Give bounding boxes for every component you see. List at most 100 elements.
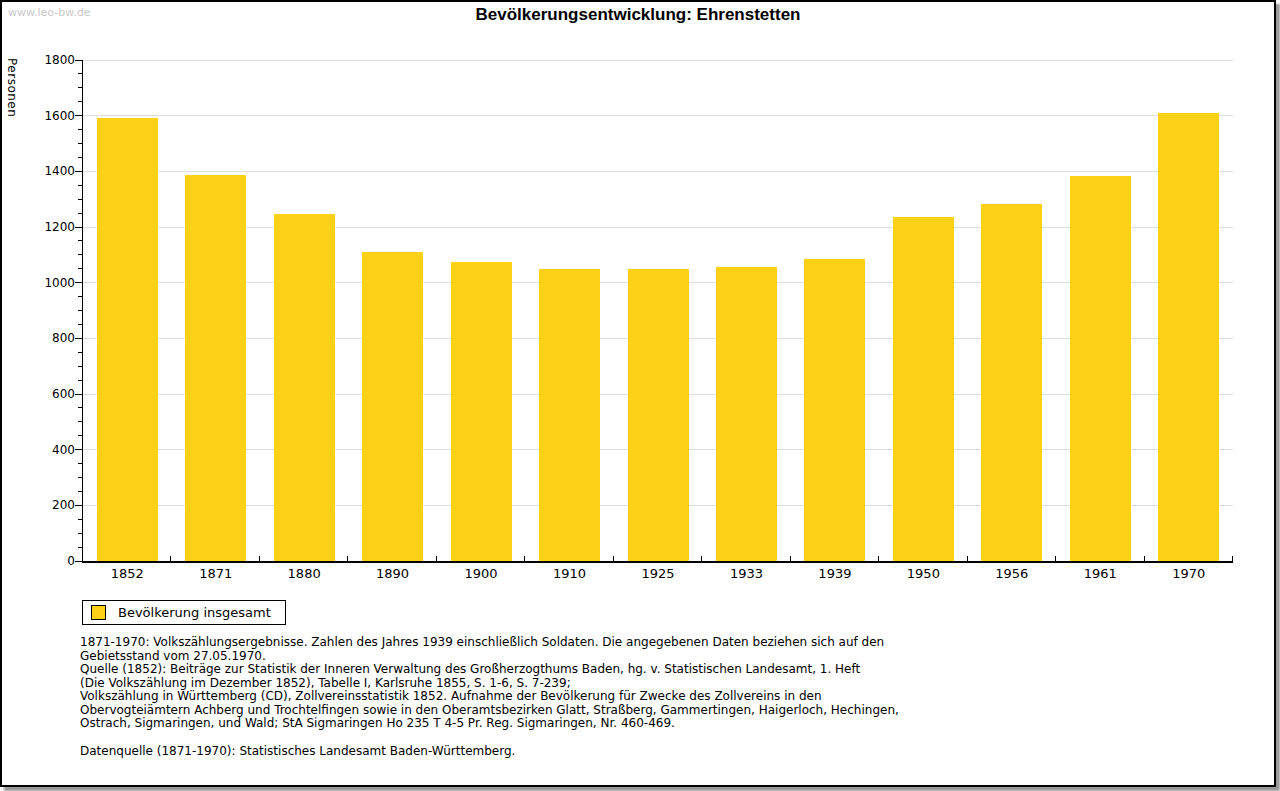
y-major-tick bbox=[75, 505, 82, 506]
x-axis-tick bbox=[790, 556, 791, 561]
x-tick-label: 1852 bbox=[83, 566, 171, 581]
bar bbox=[451, 262, 512, 561]
x-tick-label: 1961 bbox=[1056, 566, 1144, 581]
y-minor-tick bbox=[78, 87, 82, 88]
legend-swatch-icon bbox=[91, 605, 106, 620]
bar bbox=[716, 267, 777, 561]
y-major-tick bbox=[75, 171, 82, 172]
footer-line: (Die Volkszählung im Dezember 1852), Tab… bbox=[80, 677, 899, 691]
x-tick-label: 1950 bbox=[879, 566, 967, 581]
bar bbox=[539, 269, 600, 561]
bar bbox=[1070, 176, 1131, 561]
x-axis-tick bbox=[967, 556, 968, 561]
y-major-tick bbox=[75, 394, 82, 395]
x-tick-label: 1933 bbox=[702, 566, 790, 581]
y-minor-tick bbox=[78, 296, 82, 297]
y-major-tick bbox=[75, 227, 82, 228]
footer-line: Ostrach, Sigmaringen, und Wald; StA Sigm… bbox=[80, 717, 899, 731]
y-minor-tick bbox=[78, 143, 82, 144]
y-major-tick bbox=[75, 561, 82, 562]
y-minor-tick bbox=[78, 547, 82, 548]
y-major-tick bbox=[75, 449, 82, 450]
x-tick-label: 1925 bbox=[614, 566, 702, 581]
y-minor-tick bbox=[78, 352, 82, 353]
bar bbox=[362, 252, 423, 562]
datasource-line: Datenquelle (1871-1970): Statistisches L… bbox=[80, 745, 899, 759]
bar bbox=[804, 259, 865, 561]
y-minor-tick bbox=[78, 491, 82, 492]
y-minor-tick bbox=[78, 380, 82, 381]
y-minor-tick bbox=[78, 533, 82, 534]
y-tick-label: 800 bbox=[17, 331, 75, 345]
footer-line: Volkszählung in Württemberg (CD), Zollve… bbox=[80, 690, 899, 704]
y-minor-tick bbox=[78, 366, 82, 367]
footer-line: Obervogteiämtern Achberg und Trochtelfin… bbox=[80, 704, 899, 718]
y-tick-label: 1000 bbox=[17, 276, 75, 290]
x-axis-tick bbox=[436, 556, 437, 561]
x-axis-tick bbox=[878, 556, 879, 561]
chart-title: Bevölkerungsentwicklung: Ehrenstetten bbox=[2, 5, 1274, 25]
x-axis-tick bbox=[1232, 556, 1233, 561]
y-minor-tick bbox=[78, 185, 82, 186]
chart-frame: www.leo-bw.de Bevölkerungsentwicklung: E… bbox=[0, 0, 1276, 787]
y-minor-tick bbox=[78, 240, 82, 241]
y-minor-tick bbox=[78, 268, 82, 269]
y-tick-label: 1800 bbox=[17, 53, 75, 67]
bar bbox=[185, 175, 246, 561]
legend-label: Bevölkerung insgesamt bbox=[118, 605, 271, 620]
y-tick-label: 600 bbox=[17, 387, 75, 401]
y-tick-label: 400 bbox=[17, 443, 75, 457]
footer-notes: 1871-1970: Volkszählungsergebnisse. Zahl… bbox=[80, 636, 899, 758]
footer-line: Gebietsstand vom 27.05.1970. bbox=[80, 650, 899, 664]
x-tick-label: 1939 bbox=[791, 566, 879, 581]
y-tick-label: 1400 bbox=[17, 164, 75, 178]
y-minor-tick bbox=[78, 435, 82, 436]
x-axis-tick bbox=[170, 556, 171, 561]
y-minor-tick bbox=[78, 407, 82, 408]
y-tick-label: 1600 bbox=[17, 109, 75, 123]
bar bbox=[97, 118, 158, 561]
footer-line: 1871-1970: Volkszählungsergebnisse. Zahl… bbox=[80, 636, 899, 650]
legend-box: Bevölkerung insgesamt bbox=[82, 600, 286, 625]
x-tick-label: 1900 bbox=[437, 566, 525, 581]
x-axis-tick bbox=[524, 556, 525, 561]
x-tick-label: 1871 bbox=[171, 566, 259, 581]
y-minor-tick bbox=[78, 254, 82, 255]
y-minor-tick bbox=[78, 157, 82, 158]
x-axis-tick bbox=[701, 556, 702, 561]
x-tick-label: 1970 bbox=[1145, 566, 1233, 581]
y-major-tick bbox=[75, 60, 82, 61]
plot-area: 0200400600800100012001400160018001852187… bbox=[82, 60, 1233, 563]
y-tick-label: 0 bbox=[17, 554, 75, 568]
y-minor-tick bbox=[78, 324, 82, 325]
gridline bbox=[83, 171, 1233, 172]
x-axis-tick bbox=[613, 556, 614, 561]
footer-line: Quelle (1852): Beiträge zur Statistik de… bbox=[80, 663, 899, 677]
x-tick-label: 1880 bbox=[260, 566, 348, 581]
bar bbox=[981, 204, 1042, 561]
y-minor-tick bbox=[78, 101, 82, 102]
y-minor-tick bbox=[78, 421, 82, 422]
bar bbox=[628, 269, 689, 561]
x-axis-tick bbox=[1144, 556, 1145, 561]
y-minor-tick bbox=[78, 310, 82, 311]
bar bbox=[1158, 113, 1219, 561]
y-major-tick bbox=[75, 338, 82, 339]
gridline bbox=[83, 115, 1233, 116]
gridline bbox=[83, 227, 1233, 228]
y-minor-tick bbox=[78, 73, 82, 74]
y-minor-tick bbox=[78, 477, 82, 478]
x-axis-tick bbox=[347, 556, 348, 561]
y-major-tick bbox=[75, 115, 82, 116]
bar bbox=[893, 217, 954, 561]
x-tick-label: 1910 bbox=[525, 566, 613, 581]
x-axis-tick bbox=[259, 556, 260, 561]
y-minor-tick bbox=[78, 213, 82, 214]
x-axis-tick bbox=[1055, 556, 1056, 561]
x-tick-label: 1956 bbox=[968, 566, 1056, 581]
x-tick-label: 1890 bbox=[348, 566, 436, 581]
y-tick-label: 200 bbox=[17, 498, 75, 512]
gridline bbox=[83, 60, 1233, 61]
y-tick-label: 1200 bbox=[17, 220, 75, 234]
y-major-tick bbox=[75, 282, 82, 283]
